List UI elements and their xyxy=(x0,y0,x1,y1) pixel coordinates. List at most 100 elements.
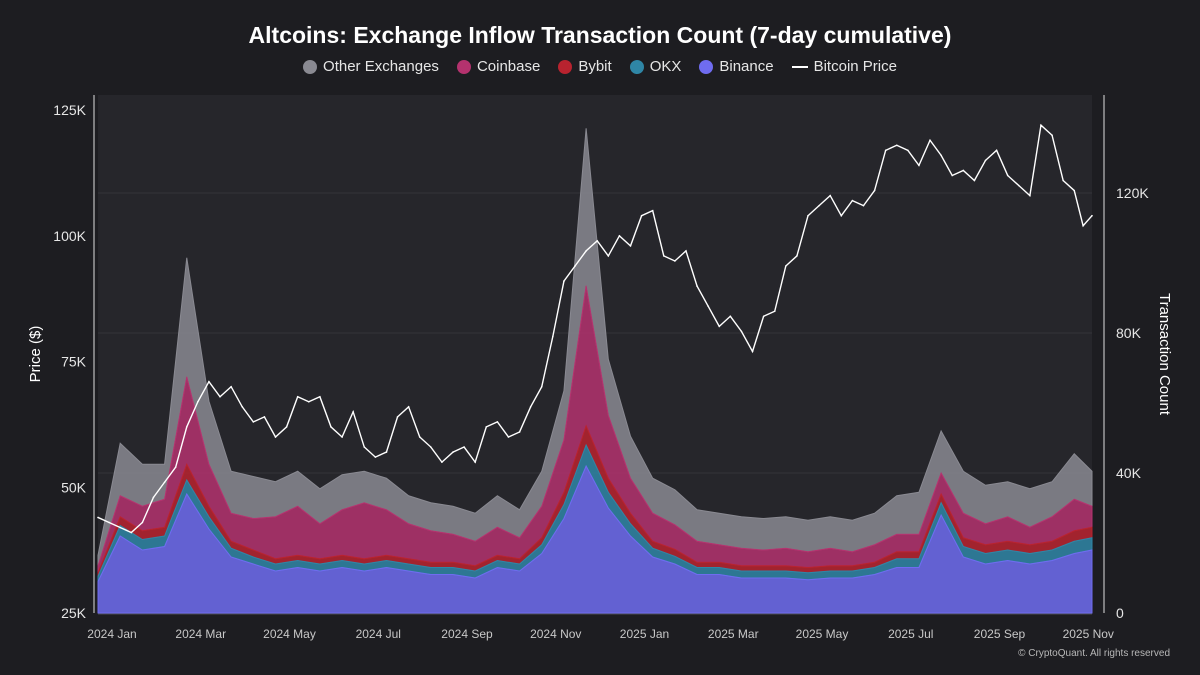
copyright-notice: © CryptoQuant. All rights reserved xyxy=(1018,648,1170,659)
bitcoin-price-point xyxy=(208,380,210,383)
price-layer xyxy=(97,123,1093,534)
bitcoin-price-point xyxy=(363,446,366,448)
y2-tick-label: 80K xyxy=(1116,325,1142,341)
bitcoin-price-point xyxy=(907,149,909,152)
bitcoin-price-point xyxy=(1040,124,1042,126)
bitcoin-price-point xyxy=(307,400,310,403)
x-tick-label: 2025 May xyxy=(796,627,849,641)
area-binance xyxy=(97,464,1093,614)
bitcoin-price-point xyxy=(141,521,144,524)
bitcoin-price-point xyxy=(197,400,199,403)
legend-item-bitcoin-price[interactable]: Bitcoin Price xyxy=(791,58,897,75)
bitcoin-price-point xyxy=(574,265,576,267)
y-tick-label: 75K xyxy=(61,354,87,370)
tick-labels: 25K 50K 75K 100K 125K 0 40K 80K 120K 2024 Jan 2024… xyxy=(53,102,1149,641)
bitcoin-price-point xyxy=(396,416,399,418)
bitcoin-price-point xyxy=(629,245,632,247)
bitcoin-price-point xyxy=(685,250,687,252)
legend-item-other-exchanges[interactable]: Other Exchanges xyxy=(303,58,439,75)
legend-label-bitcoin-price: Bitcoin Price xyxy=(813,58,897,75)
bitcoin-price-point xyxy=(252,421,255,423)
bitcoin-price-point xyxy=(540,385,543,388)
bitcoin-price-point xyxy=(241,406,244,408)
bitcoin-price-point xyxy=(607,255,610,257)
bitcoin-price-point xyxy=(341,436,343,438)
bitcoin-price-point xyxy=(762,315,765,318)
bitcoin-price-point xyxy=(1051,134,1053,137)
chart-title: Altcoins: Exchange Inflow Transaction Co… xyxy=(248,22,952,48)
x-tick-label: 2025 Nov xyxy=(1063,627,1114,641)
x-tick-label: 2024 Mar xyxy=(175,627,226,641)
bitcoin-price-point xyxy=(174,466,177,468)
bitcoin-price-point xyxy=(662,255,665,257)
bitcoin-price-point xyxy=(884,149,887,152)
bitcoin-price-point xyxy=(1006,174,1009,177)
y-axis-label: Price ($) xyxy=(27,326,44,383)
bitcoin-price-point xyxy=(851,199,854,202)
bitcoin-price-point xyxy=(185,426,188,428)
bitcoin-price-point xyxy=(552,335,554,338)
bitcoin-price-point xyxy=(219,395,221,398)
bitcoin-price-point xyxy=(873,189,876,192)
bitcoin-price-point xyxy=(1029,194,1031,197)
y-tick-label: 125K xyxy=(53,102,86,118)
legend-swatch-bybit xyxy=(558,59,573,74)
bitcoin-price-point xyxy=(796,255,798,257)
legend-item-coinbase[interactable]: Coinbase xyxy=(456,58,541,75)
axes xyxy=(93,95,1105,615)
bitcoin-price-point xyxy=(918,164,920,167)
bitcoin-price-point xyxy=(651,209,654,212)
y2-tick-label: 120K xyxy=(1116,185,1149,201)
legend-swatch-binance xyxy=(699,59,714,74)
legend-swatch-bitcoin-price xyxy=(791,65,808,68)
bitcoin-price-point xyxy=(929,139,931,142)
bitcoin-price-point xyxy=(674,260,676,262)
bitcoin-price-point xyxy=(152,496,155,499)
bitcoin-price-point xyxy=(807,214,809,217)
bitcoin-price-point xyxy=(829,194,831,197)
bitcoin-price-point xyxy=(696,285,698,287)
bitcoin-price-point xyxy=(773,310,776,313)
legend-item-bybit[interactable]: Bybit xyxy=(558,58,612,75)
x-tick-label: 2025 Sep xyxy=(974,627,1026,641)
bitcoin-price-point xyxy=(895,144,898,147)
legend-label-coinbase: Coinbase xyxy=(476,58,541,75)
bitcoin-price-point xyxy=(785,265,787,267)
bitcoin-price-point xyxy=(463,446,465,448)
legend-label-bybit: Bybit xyxy=(578,58,612,75)
legend-item-binance[interactable]: Binance xyxy=(699,58,774,75)
bitcoin-price-point xyxy=(1082,224,1084,227)
bitcoin-price-point xyxy=(474,461,476,463)
bitcoin-price-point xyxy=(296,395,299,398)
bitcoin-price-point xyxy=(973,179,976,182)
y-tick-label: 100K xyxy=(53,228,86,244)
bitcoin-price-point xyxy=(1062,179,1064,182)
bitcoin-price-point xyxy=(441,461,443,463)
bitcoin-price-point xyxy=(862,204,865,207)
bitcoin-price-point xyxy=(995,149,998,152)
bitcoin-price-point xyxy=(163,481,166,484)
x-tick-label: 2025 Jan xyxy=(620,627,669,641)
bitcoin-price-point xyxy=(330,426,332,428)
bitcoin-price-point xyxy=(951,174,954,177)
bitcoin-price-point xyxy=(385,451,388,453)
bitcoin-price-point xyxy=(485,426,488,428)
x-tick-label: 2025 Jul xyxy=(888,627,933,641)
bitcoin-price-point xyxy=(751,350,754,353)
y2-tick-label: 40K xyxy=(1116,465,1142,481)
y2-axis-label: Transaction Count xyxy=(1156,293,1173,416)
bitcoin-price-point xyxy=(529,406,532,408)
bitcoin-price-point xyxy=(374,456,377,458)
bitcoin-price-point xyxy=(263,416,266,418)
bitcoin-price-point xyxy=(352,411,354,413)
bitcoin-price-point xyxy=(962,169,965,172)
bitcoin-price-point xyxy=(496,421,499,423)
bitcoin-price-point xyxy=(585,250,587,252)
bitcoin-price-point xyxy=(130,531,133,534)
bitcoin-price-point xyxy=(618,235,621,237)
bitcoin-price-point xyxy=(707,305,709,308)
stacked-areas xyxy=(97,128,1093,614)
y-tick-label: 25K xyxy=(61,605,87,621)
legend-item-okx[interactable]: OKX xyxy=(629,58,681,75)
